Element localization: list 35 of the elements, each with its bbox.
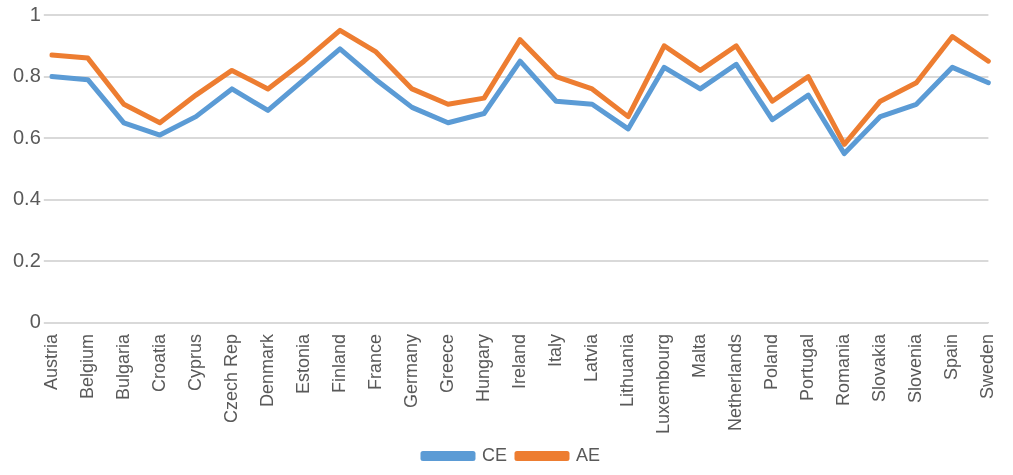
x-tick-label: Lithuania — [617, 332, 638, 408]
x-tick-label: Greece — [437, 333, 458, 393]
y-tick-label: 0.6 — [12, 125, 41, 148]
x-tick-label: Cyprus — [184, 333, 205, 391]
y-tick-label: 1 — [29, 2, 41, 25]
x-tick-label: Netherlands — [725, 333, 746, 431]
x-tick-label: Denmark — [256, 332, 277, 407]
y-tick-label: 0.8 — [12, 64, 41, 87]
x-tick-label: Italy — [545, 333, 566, 367]
x-tick-label: Poland — [761, 333, 782, 390]
x-tick-label: Sweden — [977, 333, 998, 399]
x-tick-label: Germany — [401, 333, 421, 408]
x-tick-label: Bulgaria — [112, 332, 133, 400]
x-tick-label: Luxembourg — [653, 333, 674, 435]
x-tick-label: Malta — [689, 332, 710, 378]
x-tick-label: Belgium — [76, 333, 97, 399]
x-tick-label: Spain — [941, 333, 962, 380]
x-tick-label: Finland — [328, 333, 349, 393]
legend-label: AE — [576, 444, 601, 465]
x-tick-label: Portugal — [797, 333, 818, 401]
y-tick-label: 0.4 — [12, 187, 41, 210]
x-tick-label: Czech Rep — [220, 333, 241, 423]
x-tick-label: Estonia — [292, 332, 313, 394]
legend-label: CE — [481, 444, 508, 465]
y-tick-label: 0.2 — [12, 248, 41, 271]
x-tick-label: Slovenia — [905, 332, 926, 403]
x-tick-label: France — [364, 333, 385, 390]
x-tick-label: Croatia — [148, 332, 169, 392]
y-tick-label: 0 — [29, 310, 41, 333]
x-tick-label: Austria — [40, 332, 61, 390]
x-tick-label: Latvia — [581, 332, 602, 382]
x-tick-label: Slovakia — [869, 332, 890, 402]
x-tick-label: Romania — [833, 332, 854, 406]
x-tick-label: Hungary — [473, 333, 494, 402]
x-tick-label: Ireland — [509, 333, 530, 389]
